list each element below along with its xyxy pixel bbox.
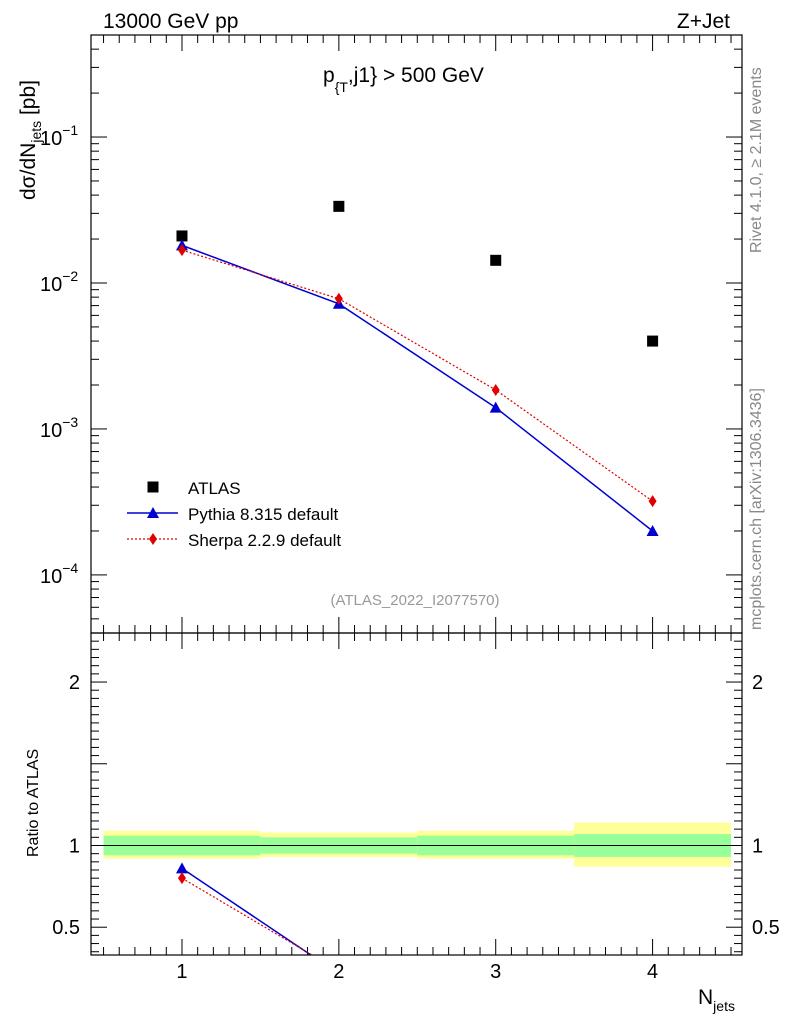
series-point-2 [491, 383, 500, 396]
chart-title: p{T,j1} > 500 GeV [323, 64, 484, 95]
rivet-version-label: Rivet 4.1.0, ≥ 2.1M events [748, 67, 765, 253]
ratio-y-tick-label-left: 2 [69, 672, 80, 694]
legend-label: ATLAS [188, 479, 241, 498]
series-line-1 [181, 244, 654, 532]
ratio-lines [175, 862, 314, 955]
series-point-0 [333, 200, 345, 212]
y-tick-label: 10−4 [40, 560, 78, 588]
ratio-y-tick-label-right: 1 [752, 835, 763, 857]
main-series [175, 200, 659, 536]
series-point-0 [490, 254, 502, 266]
legend: ATLAS Pythia 8.315 default Sherpa 2.2.9 de… [127, 479, 341, 550]
ratio-bands [91, 822, 742, 867]
legend-label: Sherpa 2.2.9 default [188, 531, 341, 550]
ratio-sherpa-point [177, 872, 186, 885]
series-point-2 [648, 495, 657, 508]
ratio-pythia-line [181, 867, 313, 955]
legend-label: Pythia 8.315 default [188, 505, 339, 524]
x-tick-label: 3 [490, 961, 501, 983]
legend-marker [147, 481, 159, 493]
series-point-0 [647, 335, 659, 347]
ratio-y-tick-label-right: 2 [752, 672, 763, 694]
energy-label: 13000 GeV pp [103, 10, 238, 33]
ratio-sherpa-line [181, 877, 314, 955]
legend-marker [149, 533, 157, 545]
ratio-ticks: 2 2 1 1 0.5 0.5 [52, 632, 780, 953]
y-tick-label: 10−2 [40, 268, 78, 296]
ratio-y-tick-label-left: 0.5 [52, 917, 80, 939]
x-axis-label: Njets [698, 986, 735, 1014]
y-tick-label: 10−3 [40, 414, 78, 442]
x-tick-label: 4 [647, 961, 658, 983]
ratio-y-tick-label-left: 1 [69, 835, 80, 857]
series-point-1 [489, 401, 502, 413]
series-point-1 [646, 524, 659, 536]
x-tick-label: 1 [176, 961, 187, 983]
main-ticks: 10−1 10−2 10−3 10−4 1 2 3 4 [40, 34, 742, 983]
legend-marker [147, 507, 159, 518]
series-point-0 [176, 230, 188, 242]
y-tick-label: 10−1 [40, 122, 78, 150]
ratio-y-tick-label-right: 0.5 [752, 917, 780, 939]
frames [90, 34, 743, 956]
x-tick-label: 2 [333, 961, 344, 983]
process-label: Z+Jet [677, 10, 730, 33]
mcplots-label: mcplots.cern.ch [arXiv:1306.3436] [748, 388, 765, 630]
ratio-frame [90, 632, 743, 956]
ratio-curves [175, 862, 314, 955]
series-line-2 [181, 249, 653, 502]
ratio-pythia-point [175, 862, 188, 874]
ratio-y-axis-label: Ratio to ATLAS [25, 749, 42, 857]
y-axis-label: dσ/dNjets [pb] [17, 80, 44, 200]
analysis-id: (ATLAS_2022_I2077570) [330, 592, 499, 609]
series-point-2 [177, 244, 186, 257]
series-point-2 [334, 292, 343, 305]
